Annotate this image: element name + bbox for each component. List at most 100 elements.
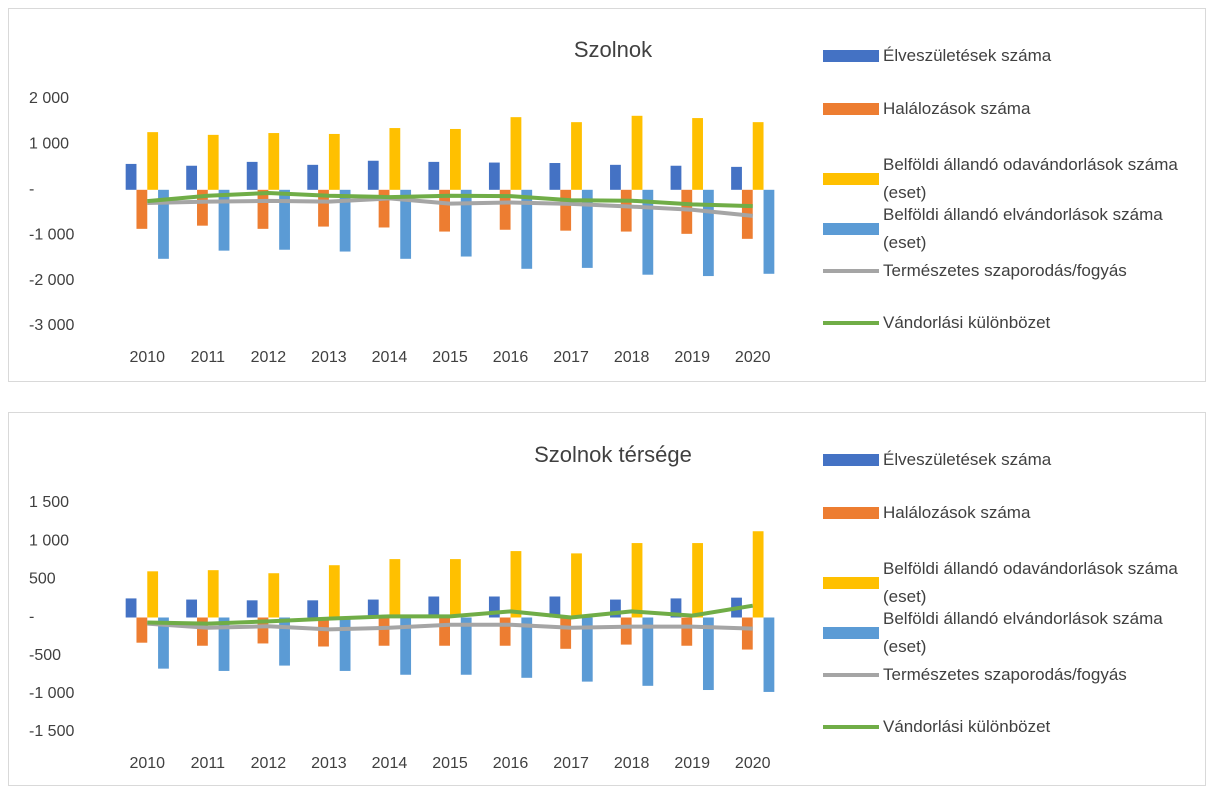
line: [147, 603, 754, 626]
bar: [499, 617, 511, 646]
bar: [488, 162, 500, 190]
bar: [521, 617, 533, 678]
bar: [571, 553, 582, 618]
legend-swatch: [823, 321, 879, 325]
bar: [378, 189, 390, 228]
legend-label: Belföldi állandó elvándorlások száma (es…: [883, 205, 1163, 252]
legend-label: Belföldi állandó odavándorlások száma (e…: [883, 559, 1178, 606]
legend-label: Vándorlási különbözet: [883, 313, 1051, 332]
legend-item: Belföldi állandó elvándorlások száma (es…: [823, 605, 1203, 661]
chart-title: Szolnok térsége: [534, 442, 692, 467]
y-tick-label: -1 000: [29, 685, 74, 702]
legend-item: Élveszületések száma: [823, 42, 1203, 70]
bar: [428, 161, 440, 190]
legend-item: Belföldi állandó odavándorlások száma (e…: [823, 151, 1203, 207]
bar: [367, 599, 379, 618]
bar: [246, 161, 258, 190]
legend-swatch: [823, 577, 879, 589]
legend-swatch: [823, 223, 879, 235]
bar: [549, 596, 561, 618]
bar: [510, 117, 522, 190]
legend-label: Belföldi állandó odavándorlások száma (e…: [883, 155, 1178, 202]
y-tick-label: -3 000: [29, 317, 74, 334]
y-tick-label: -: [29, 609, 34, 626]
x-tick-label: 2016: [493, 349, 529, 366]
bar: [268, 573, 280, 618]
legend-item: Természetes szaporodás/fogyás: [823, 661, 1203, 689]
bar: [581, 617, 593, 682]
legend-label: Vándorlási különbözet: [883, 717, 1051, 736]
bar: [521, 189, 533, 269]
chart-box: Szolnok térsége -1 500 -1 000 -500-500 1 000…: [8, 412, 1206, 786]
legend-swatch: [823, 50, 879, 62]
x-tick-label: 2010: [129, 349, 165, 366]
bar: [731, 166, 742, 190]
x-tick-label: 2016: [493, 755, 529, 772]
legend-label: Halálozások száma: [883, 99, 1031, 118]
bar: [439, 189, 450, 232]
legend-item: Halálozások száma: [823, 95, 1203, 123]
bar: [450, 128, 461, 190]
y-tick-label: -500: [29, 647, 61, 664]
x-tick-label: 2017: [553, 349, 589, 366]
bar: [147, 571, 159, 618]
bar: [218, 617, 230, 671]
chart-box: Szolnok -3 000 -2 000 -1 000-1 000 2 000 2010…: [8, 8, 1206, 382]
bar: [450, 559, 461, 618]
y-tick-label: -1 500: [29, 723, 74, 740]
line: [147, 196, 753, 218]
y-tick-label: -2 000: [29, 272, 74, 289]
x-tick-label: 2012: [251, 349, 287, 366]
bar: [670, 598, 682, 618]
x-tick-label: 2015: [432, 755, 468, 772]
legend-swatch: [823, 627, 879, 639]
bar: [218, 189, 230, 251]
x-tick-label: 2018: [614, 755, 650, 772]
bar: [257, 189, 269, 229]
legend-swatch: [823, 269, 879, 273]
bar: [460, 189, 472, 257]
legend-swatch: [823, 173, 879, 185]
bar: [692, 543, 703, 618]
bar: [631, 543, 643, 618]
y-tick-label: -1 000: [29, 226, 74, 243]
legend-item: Vándorlási különbözet: [823, 309, 1203, 337]
bar: [257, 617, 269, 644]
bar: [642, 617, 654, 686]
bar: [400, 617, 412, 675]
bar: [549, 163, 561, 190]
bar: [702, 189, 714, 277]
y-tick-label: 1 000: [29, 532, 69, 549]
bar: [136, 189, 148, 229]
x-tick-label: 2013: [311, 755, 347, 772]
bar: [307, 600, 319, 618]
x-tick-label: 2014: [372, 755, 408, 772]
bar: [125, 163, 137, 190]
bar: [307, 164, 319, 190]
x-tick-label: 2020: [735, 755, 771, 772]
x-tick-label: 2011: [191, 349, 226, 366]
bar: [207, 570, 219, 618]
bar: [581, 189, 593, 268]
y-tick-label: 500: [29, 571, 56, 588]
bar: [328, 565, 340, 618]
bar: [752, 122, 764, 190]
x-tick-label: 2012: [251, 755, 287, 772]
x-tick-label: 2015: [432, 349, 468, 366]
bar: [752, 531, 764, 618]
bar: [136, 617, 148, 643]
bar: [125, 598, 137, 618]
x-tick-label: 2019: [674, 349, 710, 366]
bar: [670, 165, 682, 190]
bar: [642, 189, 654, 275]
legend-label: Halálozások száma: [883, 503, 1031, 522]
legend-item: Belföldi állandó odavándorlások száma (e…: [823, 555, 1203, 611]
legend-label: Élveszületések száma: [883, 450, 1052, 469]
bar: [499, 189, 511, 230]
bar: [741, 617, 753, 650]
bar: [268, 133, 280, 190]
legend-label: Természetes szaporodás/fogyás: [883, 665, 1127, 684]
bar: [318, 189, 329, 227]
